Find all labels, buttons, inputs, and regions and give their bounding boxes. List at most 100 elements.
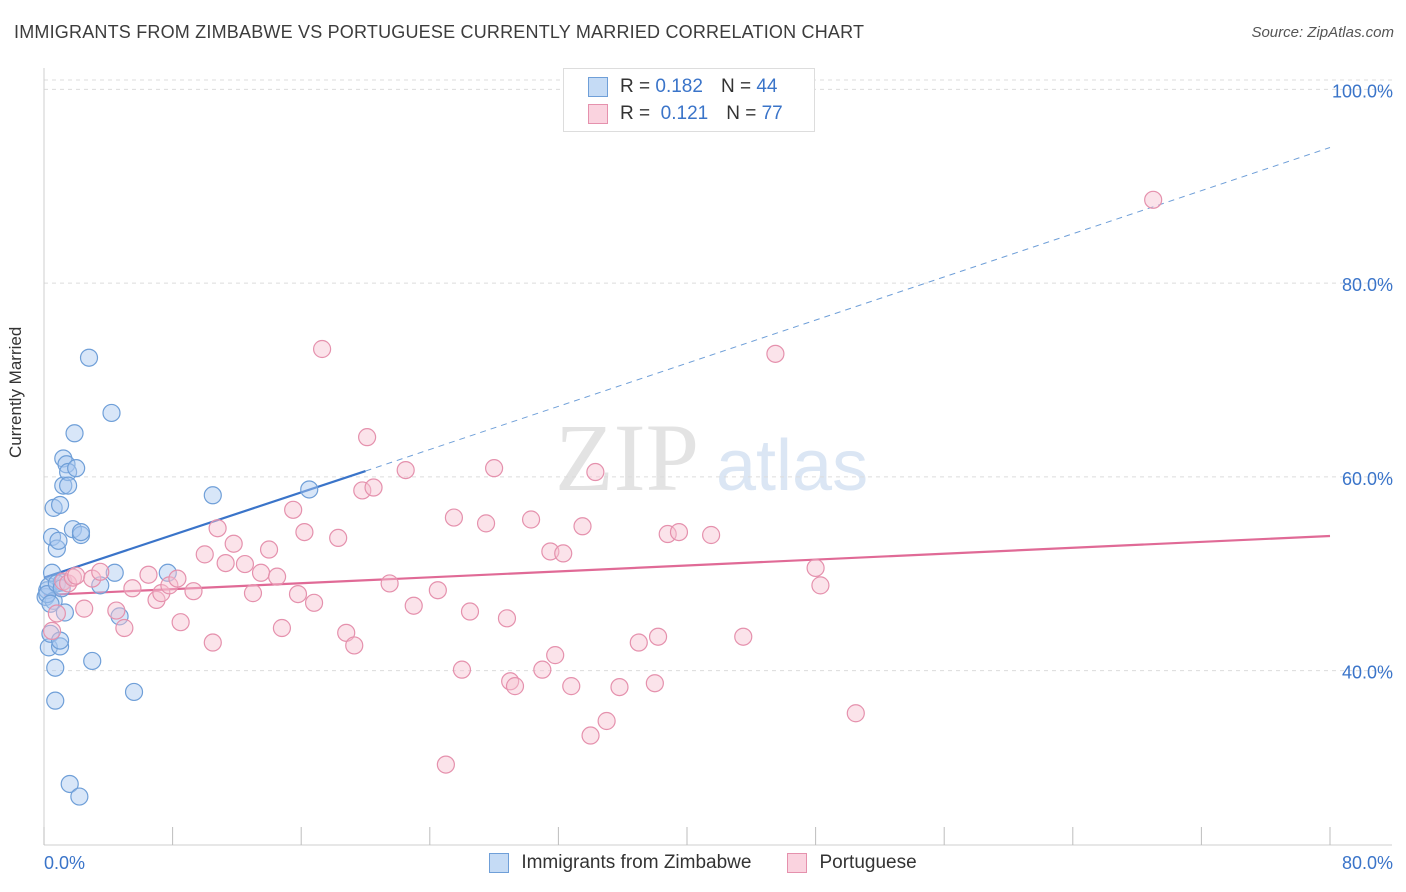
portuguese-point: [358, 428, 377, 447]
zimbabwe-point: [105, 563, 124, 582]
portuguese-point: [63, 568, 83, 587]
portuguese-point: [272, 618, 292, 638]
zimbabwe-point: [50, 495, 70, 515]
trend-line-zimbabwe-extension: [365, 147, 1331, 472]
portuguese-point: [581, 726, 600, 745]
portuguese-point: [533, 660, 552, 679]
portuguese-point: [235, 554, 255, 574]
portuguese-point: [67, 566, 86, 585]
zimbabwe-point: [110, 607, 129, 626]
portuguese-point: [304, 593, 324, 612]
portuguese-point: [811, 576, 830, 595]
portuguese-point: [184, 582, 203, 601]
legend-n-label: N =: [720, 76, 752, 97]
legend-row-zimbabwe: R = 0.182 N = 44: [588, 75, 777, 99]
portuguese-point: [203, 633, 222, 652]
portuguese-point: [224, 534, 243, 553]
series-legend: Immigrants from Zimbabwe Portuguese: [0, 852, 1406, 874]
portuguese-point: [396, 460, 415, 480]
legend-swatch-portuguese: [588, 104, 608, 124]
portuguese-point: [476, 514, 496, 533]
portuguese-point: [648, 627, 668, 646]
zimbabwe-point: [54, 449, 73, 468]
source-label: Source: ZipAtlas.com: [1251, 24, 1394, 41]
zimbabwe-point: [65, 424, 84, 443]
watermark-atlas: atlas: [716, 426, 868, 506]
zimbabwe-point: [60, 774, 79, 794]
legend-n-value: 77: [761, 103, 783, 124]
zimbabwe-point: [46, 691, 65, 710]
y-tick-label: 40.0%: [1342, 663, 1393, 683]
zimbabwe-point: [50, 637, 70, 656]
y-axis-label: Currently Married: [6, 326, 25, 458]
portuguese-point: [1144, 190, 1163, 209]
legend-r-label: R =: [620, 76, 651, 97]
portuguese-point: [295, 522, 314, 542]
portuguese-point: [428, 581, 447, 600]
zimbabwe-point: [203, 486, 222, 505]
zimbabwe-point: [59, 476, 78, 495]
portuguese-point: [766, 344, 785, 363]
portuguese-point: [734, 627, 753, 646]
portuguese-point: [806, 558, 825, 578]
zimbabwe-point: [79, 348, 99, 367]
zimbabwe-point: [102, 403, 121, 423]
zimbabwe-point: [46, 658, 65, 677]
portuguese-point: [404, 596, 423, 615]
zimbabwe-point: [54, 476, 73, 495]
gridlines: [44, 79, 1392, 672]
trend-line-portuguese: [43, 534, 1331, 597]
watermark: ZIP atlas: [555, 404, 868, 511]
zimbabwe-point: [71, 522, 91, 542]
series-name-portuguese: Portuguese: [819, 852, 917, 873]
series-name-zimbabwe: Immigrants from Zimbabwe: [521, 852, 752, 873]
portuguese-point: [288, 584, 308, 604]
series-swatch-zimbabwe: [489, 853, 510, 873]
watermark-zip: ZIP: [555, 404, 699, 511]
portuguese-point: [216, 553, 235, 573]
portuguese-point: [345, 636, 364, 655]
data-points: [36, 190, 1163, 806]
legend-n-label: N =: [726, 103, 757, 124]
portuguese-point: [505, 677, 525, 696]
portuguese-point: [312, 339, 332, 359]
zimbabwe-point: [300, 480, 319, 499]
portuguese-point: [208, 519, 227, 538]
portuguese-point: [123, 579, 142, 598]
portuguese-point: [284, 500, 303, 519]
zimbabwe-point: [49, 531, 68, 550]
portuguese-point: [521, 510, 541, 529]
tick-labels: 40.0% 60.0% 80.0% 100.0% 0.0% 80.0%: [44, 81, 1393, 873]
legend-r-value: 0.182: [655, 76, 703, 97]
portuguese-point: [460, 602, 480, 621]
portuguese-point: [485, 459, 504, 478]
zimbabwe-point: [124, 682, 144, 702]
portuguese-point: [610, 677, 629, 697]
portuguese-point: [195, 545, 214, 564]
legend-n-value: 44: [756, 76, 778, 97]
portuguese-point: [846, 704, 865, 723]
portuguese-point: [329, 528, 348, 548]
portuguese-point: [562, 677, 581, 696]
portuguese-point: [353, 481, 372, 500]
portuguese-point: [364, 478, 383, 497]
series-legend-zimbabwe: Immigrants from Zimbabwe: [489, 852, 751, 874]
portuguese-point: [115, 618, 134, 638]
zimbabwe-point: [70, 787, 89, 806]
zimbabwe-point: [41, 624, 60, 643]
y-tick-label: 60.0%: [1342, 469, 1393, 489]
portuguese-point: [243, 584, 263, 603]
portuguese-point: [267, 567, 287, 586]
trend-line-zimbabwe: [43, 470, 366, 579]
portuguese-point: [629, 633, 648, 652]
stats-legend: R = 0.182 N = 44 R = 0.121 N = 77: [563, 68, 815, 132]
portuguese-point: [702, 525, 721, 545]
legend-r-label: R =: [620, 103, 651, 124]
portuguese-point: [251, 563, 271, 582]
portuguese-point: [597, 711, 616, 731]
y-tick-label: 80.0%: [1342, 275, 1393, 295]
zimbabwe-point: [67, 459, 86, 478]
portuguese-point: [573, 517, 592, 536]
portuguese-point: [669, 522, 689, 542]
portuguese-point: [171, 613, 190, 632]
